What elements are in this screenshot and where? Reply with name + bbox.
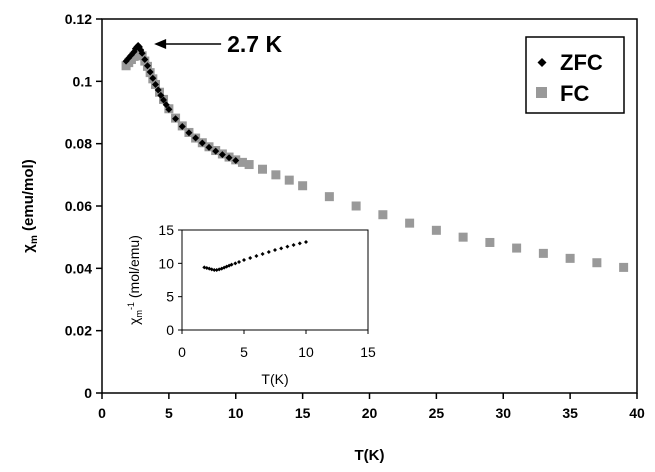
- inset-frame: [181, 229, 369, 331]
- inset-point: [297, 241, 302, 246]
- x-tick-label: 30: [495, 405, 511, 421]
- fc-point: [405, 218, 415, 228]
- inset-y-tick-label: 10: [158, 255, 174, 271]
- zfc-point: [212, 147, 220, 155]
- zfc-point: [138, 49, 146, 57]
- inset-x-tick-label: 0: [178, 344, 186, 360]
- inset-y-tick-label: 15: [158, 222, 174, 238]
- zfc-point: [162, 101, 170, 109]
- inset-y-tick-label: 5: [166, 289, 174, 305]
- inset-point: [279, 246, 284, 251]
- zfc-point: [152, 80, 159, 88]
- fc-point: [244, 160, 254, 170]
- zfc-point: [143, 62, 151, 70]
- inset-point: [291, 243, 296, 247]
- x-tick-label: 40: [629, 405, 645, 421]
- y-tick-label: 0: [84, 385, 92, 401]
- zfc-point: [218, 151, 226, 159]
- legend-marker-zfc: [537, 58, 547, 67]
- fc-point: [592, 258, 602, 268]
- zfc-point: [154, 86, 162, 94]
- inset-point: [233, 261, 238, 266]
- annotation-label: 2.7 K: [227, 31, 282, 57]
- fc-point: [258, 164, 267, 174]
- zfc-point: [172, 115, 180, 123]
- fc-point: [351, 201, 361, 211]
- y-tick-label: 0.04: [65, 260, 92, 276]
- zfc-point: [185, 129, 193, 137]
- x-tick-label: 5: [165, 405, 173, 421]
- zfc-point: [232, 156, 240, 164]
- inset-point: [248, 256, 253, 260]
- inset-point: [304, 240, 308, 244]
- inset-point: [266, 250, 271, 254]
- zfc-point: [192, 134, 200, 142]
- inset-x-tick-label: 15: [360, 344, 376, 360]
- annotation-arrow-head: [154, 39, 167, 50]
- legend-box: [525, 36, 625, 114]
- y-tick-label: 0.12: [65, 11, 92, 27]
- y-axis-label: χm (emu/mol): [20, 159, 40, 252]
- x-tick-label: 25: [429, 405, 445, 421]
- x-axis-label: T(K): [355, 447, 385, 464]
- zfc-point: [141, 56, 149, 64]
- inset-point: [212, 268, 217, 272]
- x-tick-label: 10: [228, 405, 244, 421]
- fc-point: [538, 248, 548, 258]
- zfc-point: [165, 105, 173, 113]
- inset-point: [254, 254, 259, 258]
- zfc-point: [178, 123, 186, 131]
- x-tick-label: 20: [362, 405, 378, 421]
- inset-x-tick-label: 10: [298, 344, 314, 360]
- y-tick-label: 0.06: [65, 198, 92, 214]
- fc-point: [378, 210, 388, 220]
- zfc-point: [157, 91, 165, 99]
- legend-label-fc: FC: [560, 81, 589, 106]
- fc-point: [324, 192, 334, 202]
- fc-point: [431, 225, 441, 235]
- zfc-point: [149, 74, 157, 82]
- fc-point: [284, 175, 294, 185]
- zfc-point: [146, 68, 154, 76]
- fc-point: [155, 87, 165, 97]
- inset-y-axis-label: χm-1 (mol/emu): [126, 235, 144, 325]
- x-tick-label: 15: [295, 405, 311, 421]
- fc-point: [237, 157, 247, 167]
- zfc-point: [198, 139, 206, 147]
- inset-point: [273, 248, 277, 252]
- y-tick-label: 0.1: [73, 73, 93, 89]
- inset-point: [260, 252, 265, 256]
- inset-point: [237, 260, 242, 264]
- inset-x-axis-label: T(K): [261, 371, 288, 387]
- fc-point: [565, 253, 575, 263]
- fc-point: [619, 262, 629, 272]
- y-tick-label: 0.08: [65, 136, 92, 152]
- zfc-point: [205, 143, 213, 151]
- fc-point: [298, 181, 308, 191]
- y-tick-label: 0.02: [65, 323, 92, 339]
- legend-marker-fc: [536, 87, 547, 98]
- zfc-point: [160, 96, 168, 104]
- fc-point: [458, 232, 468, 242]
- x-tick-label: 0: [98, 405, 106, 421]
- fc-point: [512, 243, 522, 253]
- inset-y-tick-label: 0: [166, 322, 174, 338]
- inset-point: [229, 262, 234, 267]
- fc-point: [271, 170, 281, 180]
- legend-label-zfc: ZFC: [560, 50, 603, 75]
- fc-point: [485, 237, 495, 247]
- zfc-point: [225, 154, 233, 162]
- inset-point: [285, 244, 290, 249]
- x-tick-label: 35: [562, 405, 578, 421]
- inset-x-tick-label: 5: [240, 344, 248, 360]
- inset-point: [242, 258, 246, 262]
